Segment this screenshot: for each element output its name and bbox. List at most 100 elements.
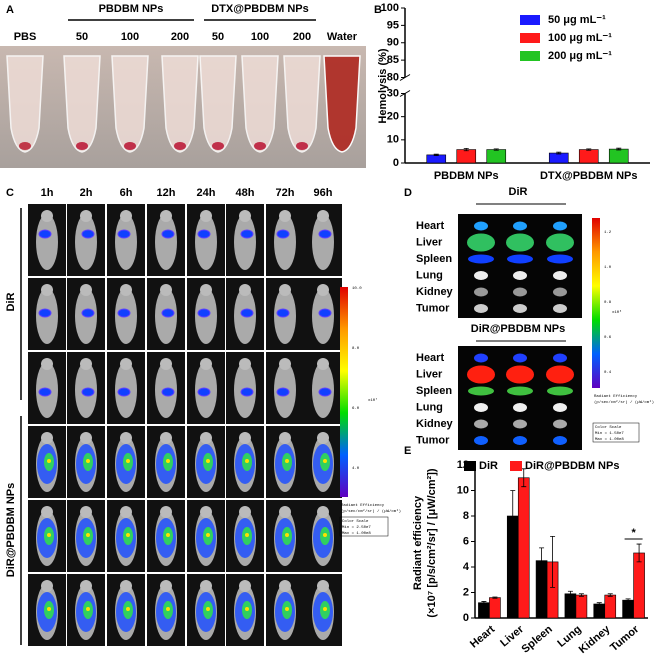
organ-signal [506,233,534,252]
y-axis-label: Hemolysis (%) [377,48,389,124]
organ-label: Spleen [416,253,452,265]
dose-label: 50 [76,31,88,43]
mouse-head [317,506,329,518]
scale-units: (p/sec/cm²/sr) / (μW/cm²) [341,508,401,514]
x-tick-label: Heart [468,623,498,650]
scale-tick: 0.8 [604,301,612,305]
bar [486,149,507,164]
mouse-head [279,506,291,518]
signal [161,387,175,397]
organ-signal [513,419,527,429]
organ-signal [507,254,533,264]
bar [456,149,477,164]
bar [608,148,629,164]
x-tick-label: Spleen [520,623,556,654]
bar [633,552,645,619]
signal-hot [47,459,51,463]
pellet [19,142,31,150]
mouse-head [120,506,132,518]
mouse-head [279,432,291,444]
error-bar [556,151,562,155]
organ-signal [553,304,567,313]
legend-swatch [520,15,540,25]
organ-signal [513,353,527,363]
image-cell [458,214,582,318]
organ-signal [467,365,495,384]
mouse-head [279,580,291,592]
y-tick-label: 0 [393,157,399,169]
mouse-head [200,432,212,444]
signal-hot [245,533,249,537]
dose-label: 200 [293,31,311,43]
legend-label: DiR@PBDBM NPs [525,460,619,472]
mouse-head [279,284,291,296]
signal-hot [285,459,289,463]
signal [81,229,95,239]
mouse-head [160,210,172,222]
organ-label: Tumor [416,434,450,446]
time-label: 96h [314,187,333,199]
mouse-head [317,210,329,222]
bar [578,149,599,164]
organ-signal [553,271,567,280]
organ-signal [546,233,574,252]
legend-swatch [510,461,522,471]
scale-exponent: x10⁷ [368,397,378,403]
signal [240,229,254,239]
legend-swatch [464,461,476,471]
organ-label: Lung [416,269,443,281]
organ-signal [553,287,567,297]
scale-box-text: Max = 1.00e8 [342,532,371,536]
control-label: PBS [14,31,37,43]
bar [478,602,490,619]
organ-signal [553,353,567,363]
organ-signal [553,419,567,429]
y-tick-label: 4 [463,561,470,573]
bar [517,477,530,619]
error-bar [586,148,592,151]
scale-box [592,422,640,443]
signal-hot [206,459,210,463]
mouse [312,214,334,270]
mouse-head [160,358,172,370]
bar [622,599,634,619]
organ-label: Tumor [416,302,450,314]
mouse-head [239,210,251,222]
signal [161,229,175,239]
scale-tick: 0.6 [604,336,612,340]
mouse-head [317,284,329,296]
time-label: 6h [120,187,133,199]
mouse-head [317,358,329,370]
signal [38,229,52,239]
organ-label: Liver [416,368,443,380]
error-bar [510,490,516,542]
mouse-head [239,358,251,370]
time-label: 12h [157,187,176,199]
organ-signal [547,386,573,396]
organ-signal [507,386,533,396]
y-axis-label: (×10⁷ [p/s/cm²/sr] / [μW/cm²]) [426,468,438,617]
organ-signal [468,254,494,264]
legend-label: 100 μg mL⁻¹ [548,32,612,44]
y-tick-label: 80 [387,71,399,83]
mouse-head [200,210,212,222]
panel-letter: E [404,445,411,457]
signal-hot [323,533,327,537]
signal-hot [47,607,51,611]
group-label: PBDBM NPs [99,3,164,15]
mouse-head [80,358,92,370]
y-tick-label: 95 [387,19,399,31]
error-bar [550,536,556,588]
organ-signal [506,365,534,384]
mouse-head [200,506,212,518]
scale-tick: 1.2 [604,231,612,235]
pellet [124,142,136,150]
error-bar [578,593,584,597]
signal-hot [323,607,327,611]
error-bar [463,148,469,152]
organ-signal [474,304,488,313]
tube [323,55,361,153]
bar [489,597,501,619]
mouse-head [41,284,53,296]
mouse-head [120,580,132,592]
